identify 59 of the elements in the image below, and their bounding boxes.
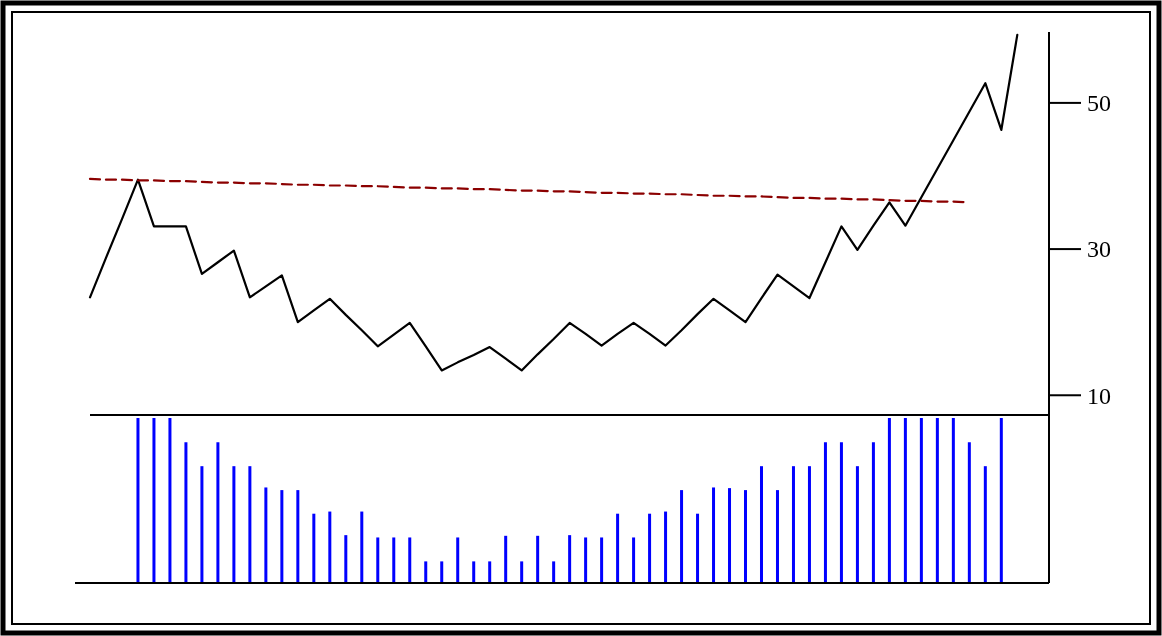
bar [392, 537, 396, 583]
bar [216, 442, 220, 583]
bar [648, 513, 652, 583]
bar [312, 513, 316, 583]
bar [919, 418, 923, 583]
bar [935, 418, 939, 583]
bar [328, 511, 332, 583]
bar [696, 513, 700, 583]
bar [232, 466, 236, 583]
bar [744, 490, 748, 583]
bar [728, 488, 732, 583]
bar [584, 537, 588, 583]
bar [184, 442, 188, 583]
bar [568, 535, 572, 583]
bar [600, 537, 604, 583]
bar [536, 535, 540, 583]
bar [520, 561, 524, 583]
bar [552, 561, 556, 583]
bar [616, 513, 620, 583]
bar [376, 537, 380, 583]
bar [775, 490, 779, 583]
bar [632, 537, 636, 583]
bar [456, 537, 460, 583]
bar [264, 487, 268, 583]
y-tick-label: 50 [1087, 90, 1111, 117]
bar [759, 466, 763, 583]
bar [280, 490, 284, 583]
bar [248, 466, 252, 583]
bar [296, 490, 300, 583]
bar [680, 490, 684, 583]
bar [903, 418, 907, 583]
bar [504, 535, 508, 583]
bar [136, 418, 140, 583]
bar [807, 466, 811, 583]
bar [823, 442, 827, 583]
bar [839, 442, 843, 583]
bar [887, 418, 891, 583]
bar [791, 466, 795, 583]
y-tick-label: 30 [1087, 236, 1111, 263]
bar [983, 466, 987, 583]
bar [999, 418, 1003, 583]
bar [440, 561, 444, 583]
bar [344, 535, 348, 583]
bar [967, 442, 971, 583]
bar [472, 561, 476, 583]
y-tick-label: 10 [1087, 382, 1111, 409]
bar [855, 466, 859, 583]
bar [200, 466, 204, 583]
bar [664, 511, 668, 583]
bar [168, 418, 172, 583]
bar [408, 537, 412, 583]
line-series [88, 33, 1019, 372]
bar [152, 418, 156, 583]
bar [871, 442, 875, 583]
bar [488, 561, 492, 583]
bar [424, 561, 428, 583]
bar [360, 511, 364, 583]
bar [712, 487, 716, 583]
bar [951, 418, 955, 583]
